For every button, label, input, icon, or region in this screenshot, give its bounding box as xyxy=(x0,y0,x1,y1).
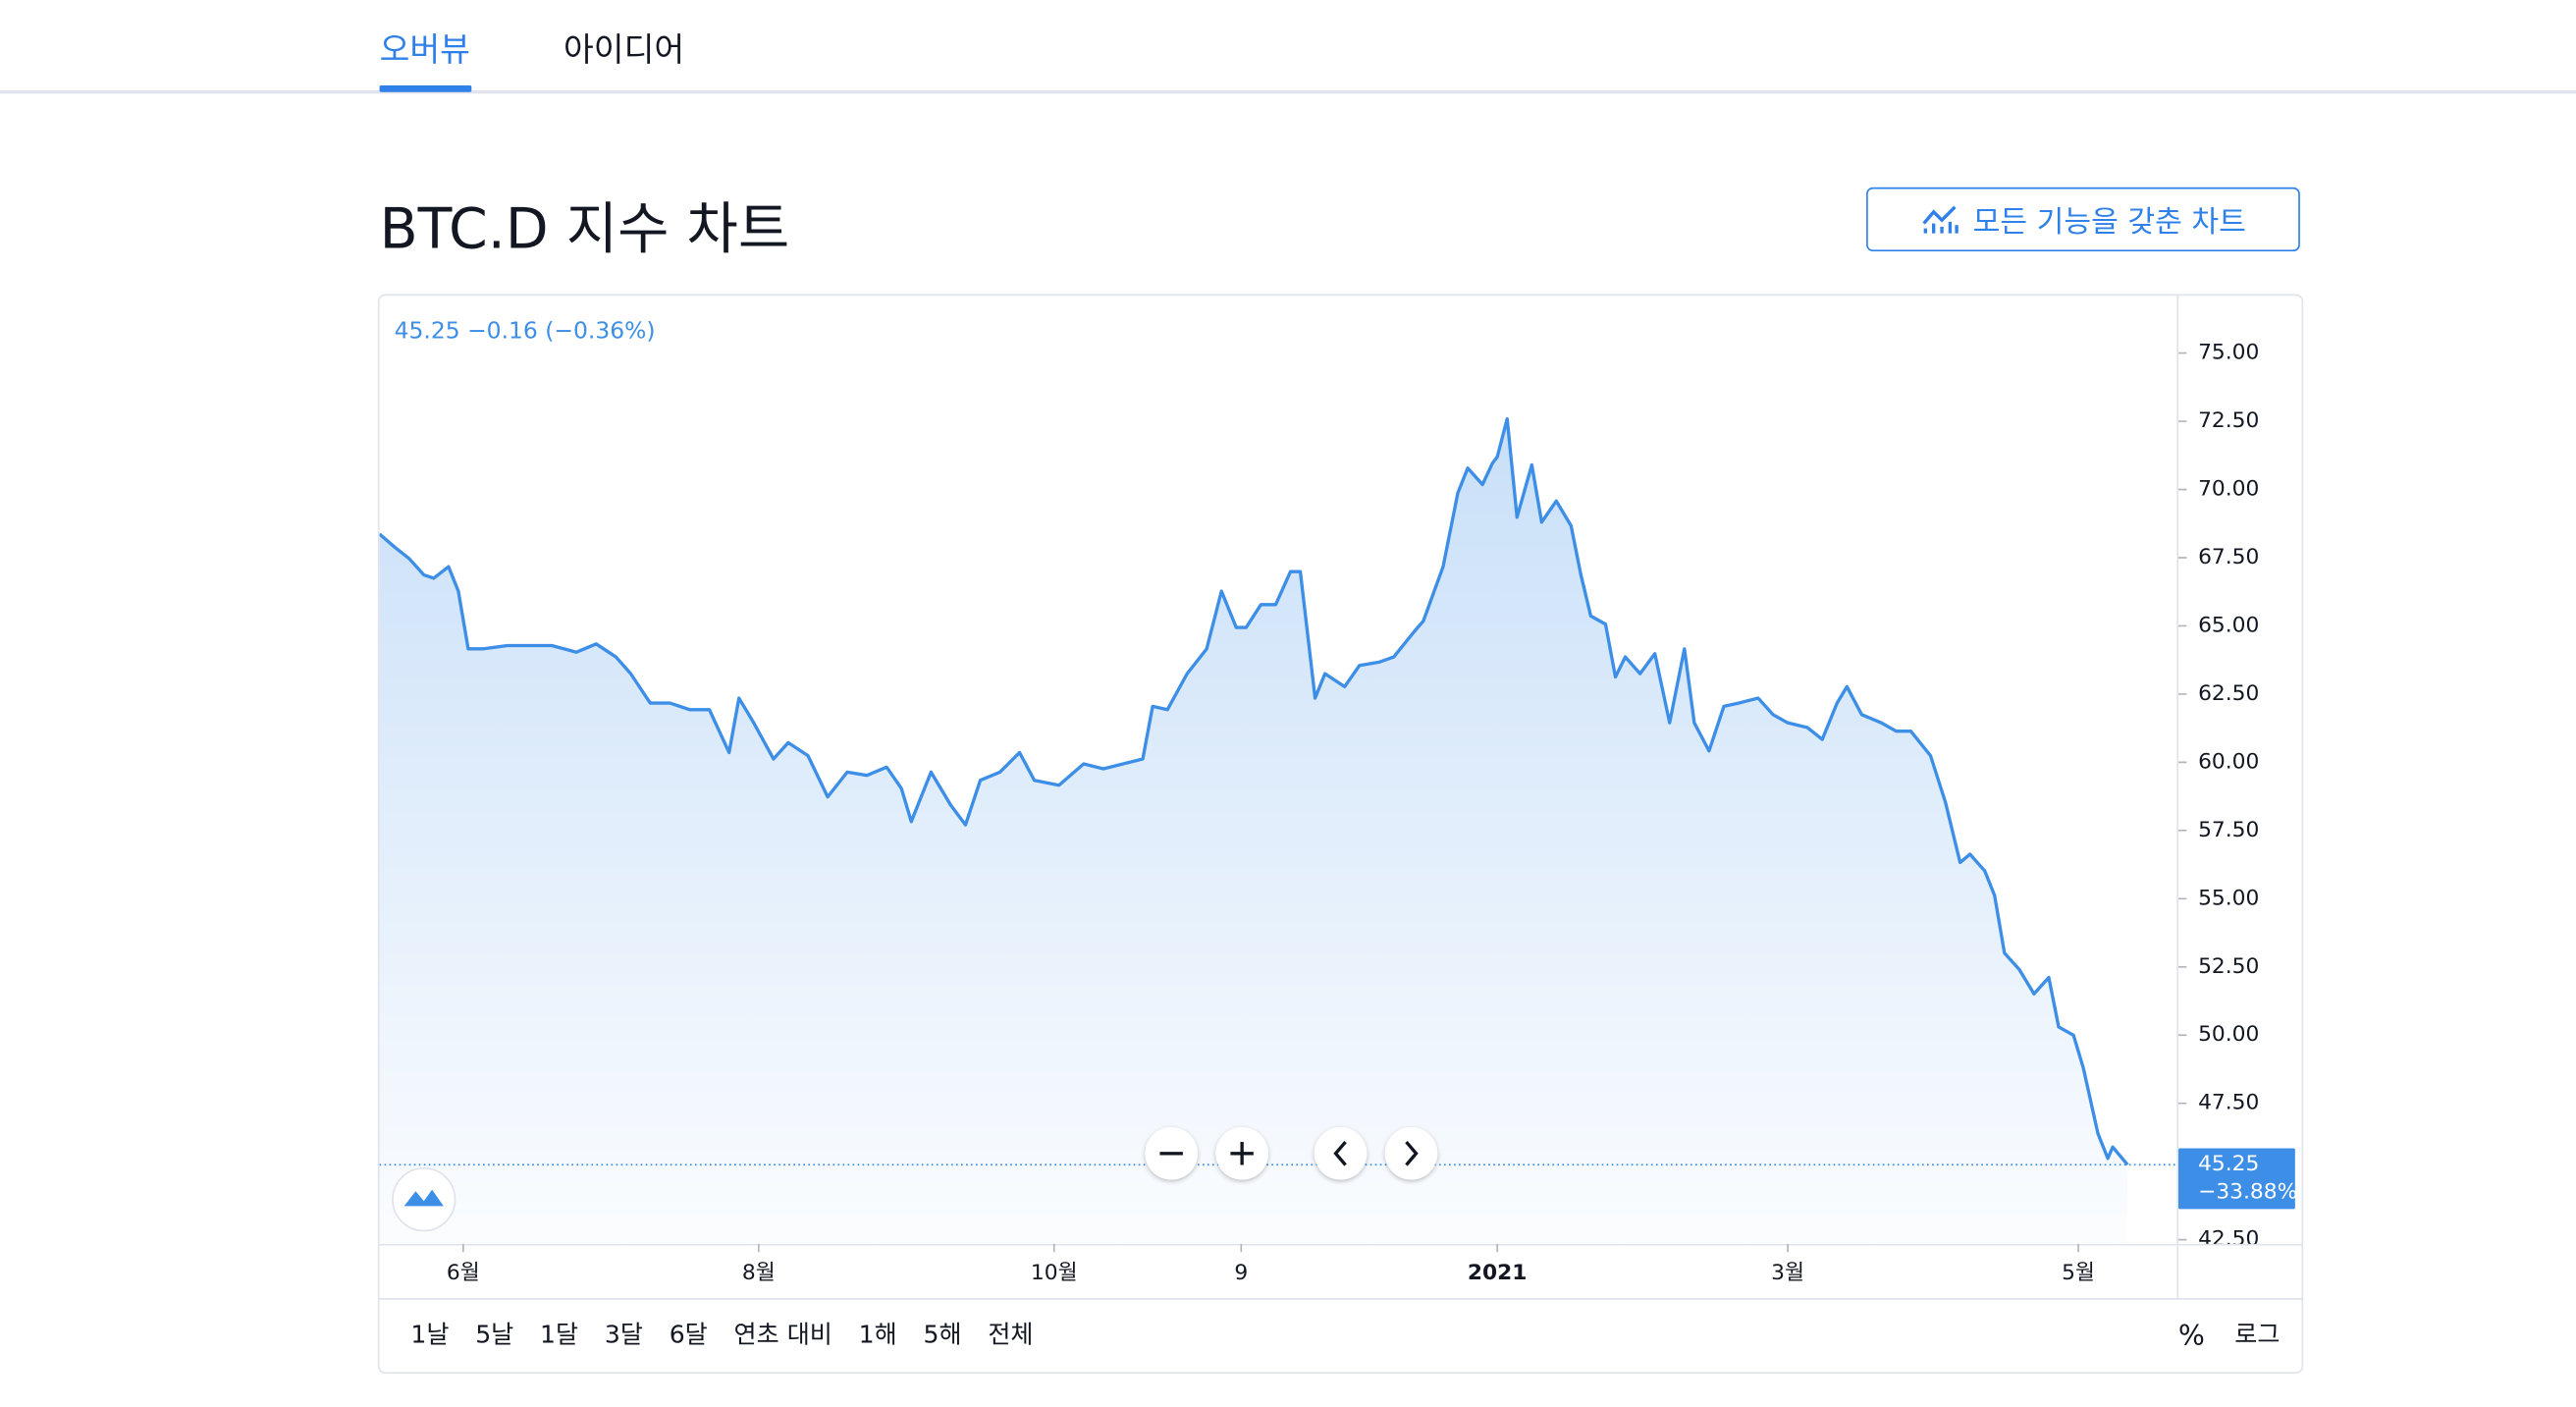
range-button[interactable]: 1해 xyxy=(859,1321,897,1349)
range-button[interactable]: 연초 대비 xyxy=(734,1321,832,1349)
y-tick-label: 72.50 xyxy=(2198,408,2259,433)
x-tick-label: 5월 xyxy=(2062,1261,2095,1285)
tab-underline xyxy=(379,85,472,92)
y-tick-label: 62.50 xyxy=(2198,681,2259,706)
range-button[interactable]: 3달 xyxy=(605,1321,643,1349)
logo-icon xyxy=(403,1189,444,1207)
range-button[interactable]: 5해 xyxy=(923,1321,961,1349)
y-tick-label: 67.50 xyxy=(2198,545,2259,569)
quote: 45.25 −0.16 (−0.36%) xyxy=(395,317,656,345)
nav-circle xyxy=(1384,1127,1438,1180)
chart-icon xyxy=(1922,204,1959,233)
range-button[interactable]: 전체 xyxy=(988,1321,1033,1349)
range-button[interactable]: 1달 xyxy=(540,1321,578,1349)
y-tick-label: 55.00 xyxy=(2198,886,2259,910)
logo xyxy=(392,1167,456,1232)
nav-icon xyxy=(1405,1140,1419,1166)
y-tick-label: 57.50 xyxy=(2198,818,2259,842)
area-fill xyxy=(379,418,2128,1244)
x-tick-label: 8월 xyxy=(742,1261,776,1285)
nav-icon xyxy=(1230,1142,1254,1165)
y-tick-label: 52.50 xyxy=(2198,954,2259,979)
range-button[interactable]: 1날 xyxy=(410,1321,449,1349)
button-label: 모든 기능을 갖춘 차트 xyxy=(1972,204,2246,240)
nav-button[interactable] xyxy=(1384,1127,1438,1180)
x-tick-label: 10월 xyxy=(1031,1261,1078,1285)
nav-circle xyxy=(1314,1127,1368,1180)
tab-divider xyxy=(0,90,2576,94)
x-tick-label: 2021 xyxy=(1468,1261,1528,1285)
y-tick-label: 75.00 xyxy=(2198,341,2259,365)
x-tick-label: 3월 xyxy=(1771,1261,1804,1285)
tab[interactable]: 아이디어 xyxy=(564,29,685,70)
range-button[interactable]: 6달 xyxy=(670,1321,708,1349)
x-tick-label: 9 xyxy=(1234,1261,1248,1285)
last-price: 45.25 xyxy=(2198,1152,2259,1176)
range-button[interactable]: 5날 xyxy=(475,1321,513,1349)
price-line xyxy=(379,416,2129,1166)
nav-button[interactable] xyxy=(1314,1127,1368,1180)
y-tick-label: 70.00 xyxy=(2198,477,2259,502)
scale-button[interactable]: 로그 xyxy=(2234,1321,2280,1349)
scale-button[interactable]: % xyxy=(2178,1320,2205,1352)
nav-icon xyxy=(1333,1140,1347,1166)
heading: BTC.D 지수 차트 xyxy=(379,196,790,263)
last-change: −33.88% xyxy=(2198,1180,2297,1205)
y-tick-label: 50.00 xyxy=(2198,1022,2259,1047)
y-tick-label: 60.00 xyxy=(2198,749,2259,774)
nav-button[interactable] xyxy=(1215,1127,1268,1180)
y-tick-label: 65.00 xyxy=(2198,613,2259,637)
y-tick-label: 47.50 xyxy=(2198,1091,2259,1115)
y-tick-label: 42.50 xyxy=(2198,1227,2259,1252)
nav-button[interactable] xyxy=(1145,1127,1198,1180)
tab[interactable]: 오버뷰 xyxy=(379,29,470,70)
last-price-box xyxy=(2178,1148,2295,1210)
x-tick-label: 6월 xyxy=(447,1261,480,1285)
logo-circle xyxy=(392,1167,456,1232)
full-chart-button[interactable]: 모든 기능을 갖춘 차트 xyxy=(1866,187,2300,252)
